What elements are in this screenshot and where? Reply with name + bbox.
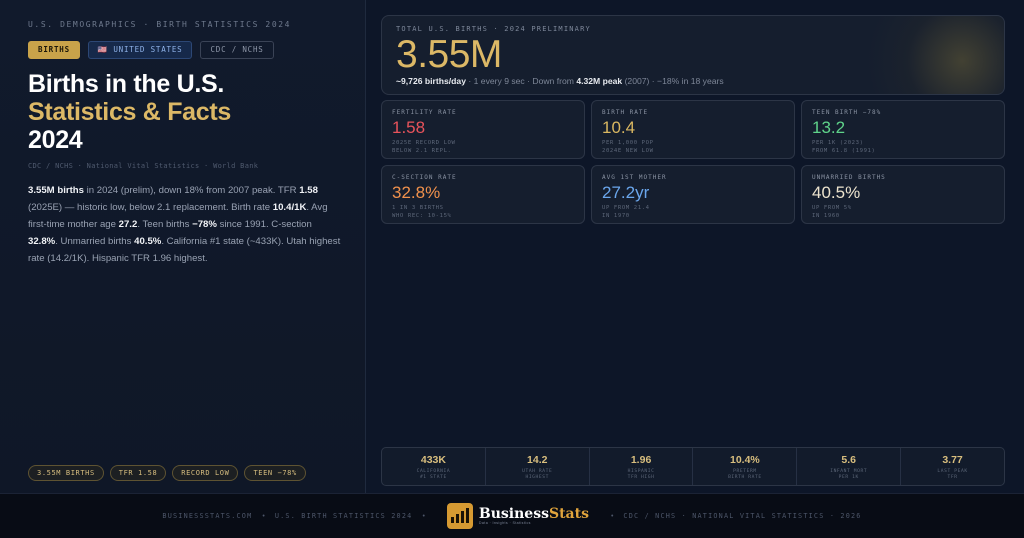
source-line: CDC / NCHS · National Vital Statistics ·… (28, 162, 259, 170)
chip-record-low[interactable]: RECORD LOW (172, 465, 239, 481)
stat-card-fertility: FERTILITY RATE 1.58 2025E RECORD LOW BELO… (381, 100, 585, 159)
tag-country[interactable]: 🇺🇸 UNITED STATES (87, 41, 193, 59)
stat-card-mother-age: AVG 1ST MOTHER 27.2yr UP FROM 21.4 IN 197… (591, 165, 795, 224)
fact-hispanic: 1.96 HISPANIC TFR HIGH (590, 448, 694, 485)
stat-note: UP FROM 5% IN 1960 (812, 205, 852, 219)
title-line-1: Births in the U.S. (28, 70, 225, 98)
stat-label: UNMARRIED BIRTHS (812, 174, 886, 181)
separator-dot: • (422, 512, 425, 520)
stat-grid: FERTILITY RATE 1.58 2025E RECORD LOW BELO… (381, 100, 1005, 224)
footer-credit: CDC / NCHS · NATIONAL VITAL STATISTICS ·… (623, 512, 862, 520)
brand-name: BusinessStats (478, 506, 589, 522)
tag-births[interactable]: BIRTHS (28, 41, 80, 59)
stat-note: PER 1K (2023) FROM 61.8 (1991) (812, 140, 876, 154)
fact-utah: 14.2 UTAH RATE HIGHEST (486, 448, 590, 485)
stat-card-c-section: C-SECTION RATE 32.8% 1 IN 3 BIRTHS WHO RE… (381, 165, 585, 224)
stat-value: 32.8% (392, 183, 441, 202)
separator-dot: • (610, 512, 614, 520)
page-kicker: U.S. DEMOGRAPHICS · BIRTH STATISTICS 202… (28, 20, 292, 29)
stat-label: AVG 1ST MOTHER (602, 174, 667, 181)
stat-label: FERTILITY RATE (392, 109, 457, 116)
hero-subtext: ~9,726 births/day · 1 every 9 sec · Down… (396, 76, 724, 86)
stat-value: 1.58 (392, 118, 426, 137)
hero-label: TOTAL U.S. BIRTHS · 2024 PRELIMINARY (396, 25, 591, 33)
stat-label: TEEN BIRTH −78% (812, 109, 882, 116)
brand-tagline: Data · Insights · Statistics (478, 521, 531, 525)
footer-site-link[interactable]: BUSINESSSTATS.COM (162, 512, 253, 520)
footer-page-name: U.S. BIRTH STATISTICS 2024 (274, 512, 413, 520)
fact-infant-mortality: 5.6 INFANT MORT PER 1K (797, 448, 902, 485)
stat-value: 13.2 (812, 118, 846, 137)
stat-value: 27.2yr (602, 183, 650, 202)
tag-row: BIRTHS 🇺🇸 UNITED STATES CDC / NCHS (28, 41, 337, 59)
fact-preterm: 10.4% PRETERM BIRTH RATE (693, 448, 798, 485)
page-footer: BUSINESSSTATS.COM • U.S. BIRTH STATISTIC… (0, 493, 1024, 538)
fact-last-peak: 3.77 LAST PEAK TFR (937, 454, 968, 480)
stat-label: C-SECTION RATE (392, 174, 457, 181)
highlight-chips: 3.55M BIRTHS TFR 1.58 RECORD LOW TEEN −7… (28, 465, 306, 481)
bar-chart-icon (446, 503, 473, 529)
title-line-3: 2024 (28, 126, 83, 154)
stat-value: 40.5% (812, 183, 861, 202)
stat-label: BIRTH RATE (602, 109, 649, 116)
title-line-2: Statistics & Facts (28, 98, 232, 126)
stat-card-birth-rate: BIRTH RATE 10.4 PER 1,000 POP 2024E NEW L… (591, 100, 795, 159)
intro-panel: U.S. DEMOGRAPHICS · BIRTH STATISTICS 202… (0, 0, 366, 493)
stat-card-teen-birth: TEEN BIRTH −78% 13.2 PER 1K (2023) FROM 6… (801, 100, 1005, 159)
brand-logo[interactable]: BusinessStats Data · Insights · Statisti… (446, 503, 589, 529)
hero-value: 3.55M (396, 33, 502, 76)
page-title: Births in the U.S. Statistics & Facts 20… (28, 70, 337, 154)
fact-california: 433K CALIFORNIA #1 STATE (382, 448, 486, 485)
stat-note: 2025E RECORD LOW BELOW 2.1 REPL. (392, 140, 456, 154)
stat-card-unmarried: UNMARRIED BIRTHS 40.5% UP FROM 5% IN 1960 (801, 165, 1005, 224)
separator-dot: • (262, 512, 265, 520)
summary-paragraph: 3.55M births in 2024 (prelim), down 18% … (28, 185, 341, 264)
chip-tfr[interactable]: TFR 1.58 (109, 465, 167, 481)
chip-teen[interactable]: TEEN −78% (244, 465, 306, 481)
stat-note: 1 IN 3 BIRTHS WHO REC: 10-15% (392, 205, 452, 219)
stat-note: UP FROM 21.4 IN 1970 (602, 205, 650, 219)
chip-births[interactable]: 3.55M BIRTHS (28, 465, 104, 481)
stat-value: 10.4 (602, 118, 636, 137)
tag-source[interactable]: CDC / NCHS (200, 41, 274, 59)
stats-panel: TOTAL U.S. BIRTHS · 2024 PRELIMINARY 3.5… (366, 0, 1024, 493)
quick-facts-strip: 433K CALIFORNIA #1 STATE 14.2 UTAH RATE HI… (381, 447, 1005, 486)
hero-card: TOTAL U.S. BIRTHS · 2024 PRELIMINARY 3.5… (381, 15, 1005, 95)
stat-note: PER 1,000 POP 2024E NEW LOW (602, 140, 654, 154)
